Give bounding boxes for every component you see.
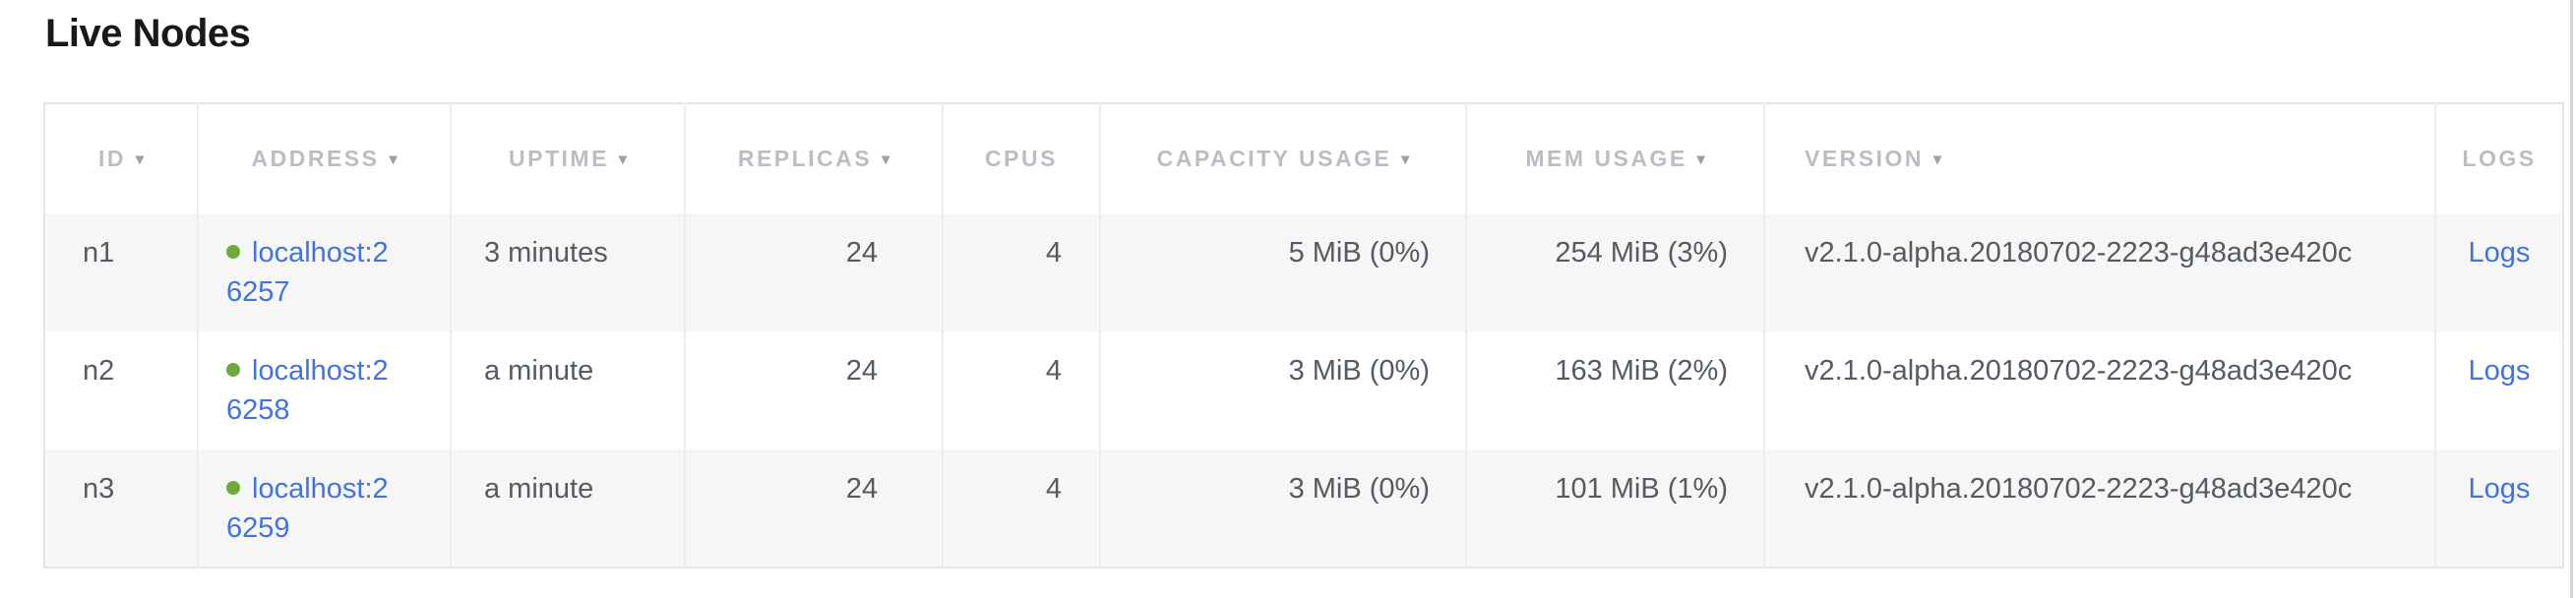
node-mem-usage-cell: 163 MiB (2%) xyxy=(1466,331,1765,449)
node-live-status-icon xyxy=(226,363,240,378)
sort-desc-icon: ▾ xyxy=(882,151,890,168)
node-row-n3: n3 localhost:26259 a minute 24 4 3 MiB (… xyxy=(44,449,2563,568)
node-capacity-usage-cell: 3 MiB (0%) xyxy=(1100,449,1467,568)
column-header-version[interactable]: VERSION ▾ xyxy=(1764,103,2436,213)
node-address-link[interactable]: localhost:26257 xyxy=(226,237,389,308)
node-uptime-cell: a minute xyxy=(451,449,686,568)
column-header-id-label: ID xyxy=(97,146,126,171)
node-address-cell: localhost:26259 xyxy=(198,449,452,568)
sort-desc-icon: ▾ xyxy=(135,151,145,168)
node-id-cell: n3 xyxy=(44,449,199,568)
node-replicas-cell: 24 xyxy=(685,449,944,568)
node-version-cell: v2.1.0-alpha.20180702-2223-g48ad3e420c xyxy=(1764,449,2436,568)
column-header-uptime-label: UPTIME xyxy=(509,146,609,171)
live-nodes-table: ID ▾ ADDRESS ▾ UPTIME ▾ REPLICAS ▾ CPUS CAPA… xyxy=(43,102,2564,568)
node-capacity-usage-cell: 5 MiB (0%) xyxy=(1100,213,1467,331)
node-id-cell: n2 xyxy=(44,331,199,449)
viewport-right-edge-divider xyxy=(2570,0,2573,598)
column-header-address[interactable]: ADDRESS ▾ xyxy=(198,103,452,213)
sort-desc-icon: ▾ xyxy=(1401,151,1410,168)
column-header-capacity-usage-label: CAPACITY USAGE xyxy=(1156,146,1392,171)
node-cpus-cell: 4 xyxy=(943,449,1101,568)
column-header-replicas-label: REPLICAS xyxy=(737,146,873,171)
column-header-mem-usage[interactable]: MEM USAGE ▾ xyxy=(1466,103,1765,213)
column-header-id[interactable]: ID ▾ xyxy=(44,103,199,213)
node-logs-cell: Logs xyxy=(2435,449,2563,568)
column-header-version-label: VERSION xyxy=(1805,146,1925,171)
node-logs-cell: Logs xyxy=(2435,213,2563,331)
column-header-mem-usage-label: MEM USAGE xyxy=(1525,146,1687,171)
column-header-cpus: CPUS xyxy=(943,103,1101,213)
node-version-cell: v2.1.0-alpha.20180702-2223-g48ad3e420c xyxy=(1764,213,2436,331)
column-header-logs: LOGS xyxy=(2435,103,2563,213)
node-address-link[interactable]: localhost:26258 xyxy=(226,355,389,426)
node-uptime-cell: a minute xyxy=(451,331,686,449)
node-replicas-cell: 24 xyxy=(685,213,944,331)
node-version-cell: v2.1.0-alpha.20180702-2223-g48ad3e420c xyxy=(1764,331,2436,449)
node-row-n2: n2 localhost:26258 a minute 24 4 3 MiB (… xyxy=(44,331,2563,449)
node-address-cell: localhost:26257 xyxy=(198,213,452,331)
node-cpus-cell: 4 xyxy=(943,331,1101,449)
sort-desc-icon: ▾ xyxy=(1696,151,1705,168)
sort-desc-icon: ▾ xyxy=(618,151,627,168)
node-live-status-icon xyxy=(226,481,240,496)
node-logs-link[interactable]: Logs xyxy=(2468,355,2531,387)
column-header-logs-label: LOGS xyxy=(2462,146,2537,171)
node-address-link[interactable]: localhost:26259 xyxy=(226,473,389,544)
node-mem-usage-cell: 101 MiB (1%) xyxy=(1466,449,1765,568)
column-header-capacity-usage[interactable]: CAPACITY USAGE ▾ xyxy=(1100,103,1467,213)
node-address-cell: localhost:26258 xyxy=(198,331,452,449)
node-uptime-cell: 3 minutes xyxy=(451,213,686,331)
node-row-n1: n1 localhost:26257 3 minutes 24 4 5 MiB … xyxy=(44,213,2563,331)
table-header-row: ID ▾ ADDRESS ▾ UPTIME ▾ REPLICAS ▾ CPUS CAPA… xyxy=(44,103,2563,213)
column-header-replicas[interactable]: REPLICAS ▾ xyxy=(685,103,944,213)
node-logs-link[interactable]: Logs xyxy=(2468,473,2531,505)
node-cpus-cell: 4 xyxy=(943,213,1101,331)
node-logs-link[interactable]: Logs xyxy=(2468,237,2531,269)
node-id-cell: n1 xyxy=(44,213,199,331)
sort-desc-icon: ▾ xyxy=(1933,151,1942,168)
node-replicas-cell: 24 xyxy=(685,331,944,449)
node-mem-usage-cell: 254 MiB (3%) xyxy=(1466,213,1765,331)
column-header-cpus-label: CPUS xyxy=(985,146,1058,171)
node-capacity-usage-cell: 3 MiB (0%) xyxy=(1100,331,1467,449)
node-logs-cell: Logs xyxy=(2435,331,2563,449)
column-header-uptime[interactable]: UPTIME ▾ xyxy=(451,103,686,213)
page-title: Live Nodes xyxy=(45,12,251,55)
node-live-status-icon xyxy=(226,245,240,260)
sort-desc-icon: ▾ xyxy=(389,151,398,168)
column-header-address-label: ADDRESS xyxy=(251,146,380,171)
